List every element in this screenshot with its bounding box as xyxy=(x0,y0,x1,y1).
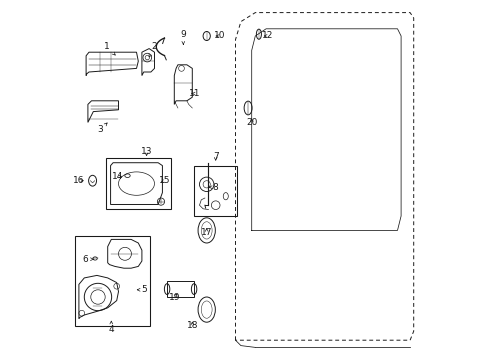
Text: 17: 17 xyxy=(201,228,212,237)
Text: 16: 16 xyxy=(73,176,84,185)
Text: 6: 6 xyxy=(82,255,94,264)
Text: 7: 7 xyxy=(212,152,218,161)
Text: 19: 19 xyxy=(168,292,180,302)
Text: 4: 4 xyxy=(108,321,114,334)
Bar xyxy=(194,166,237,216)
Text: 12: 12 xyxy=(262,31,273,40)
Text: 5: 5 xyxy=(137,285,146,294)
Text: 3: 3 xyxy=(98,123,107,134)
Text: 14: 14 xyxy=(112,172,123,181)
Text: 15: 15 xyxy=(159,176,170,185)
Text: 10: 10 xyxy=(213,31,224,40)
Text: 18: 18 xyxy=(186,321,198,330)
Bar xyxy=(75,236,150,326)
Text: 11: 11 xyxy=(189,89,200,98)
Text: 13: 13 xyxy=(141,148,152,156)
Bar xyxy=(106,158,170,209)
Text: 20: 20 xyxy=(245,118,257,127)
Text: 1: 1 xyxy=(104,42,115,55)
Text: 8: 8 xyxy=(209,183,218,192)
Text: 9: 9 xyxy=(180,30,186,44)
Text: 2: 2 xyxy=(149,42,157,57)
